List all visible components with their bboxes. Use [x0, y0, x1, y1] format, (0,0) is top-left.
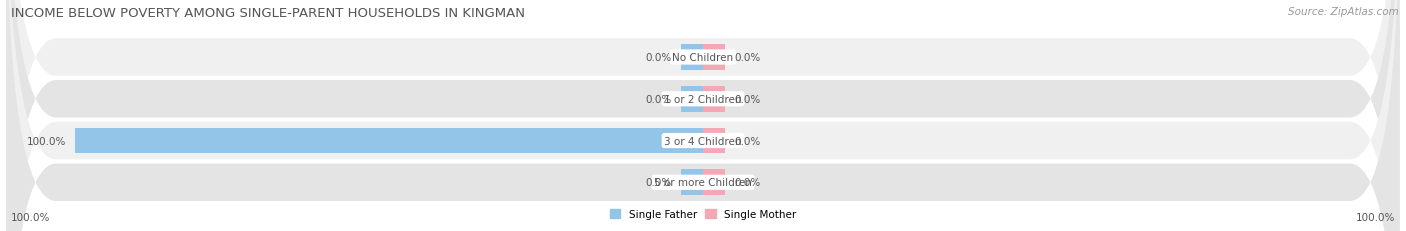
Text: 5 or more Children: 5 or more Children [654, 177, 752, 188]
Bar [681, 45, 703, 71]
Text: 1 or 2 Children: 1 or 2 Children [664, 94, 742, 104]
Text: INCOME BELOW POVERTY AMONG SINGLE-PARENT HOUSEHOLDS IN KINGMAN: INCOME BELOW POVERTY AMONG SINGLE-PARENT… [11, 7, 526, 20]
Text: 0.0%: 0.0% [734, 94, 761, 104]
Text: 100.0%: 100.0% [1355, 212, 1395, 222]
Text: 0.0%: 0.0% [734, 136, 761, 146]
FancyBboxPatch shape [6, 0, 1400, 231]
Bar [703, 128, 725, 154]
Text: 0.0%: 0.0% [645, 177, 672, 188]
Legend: Single Father, Single Mother: Single Father, Single Mother [606, 205, 800, 224]
Text: 0.0%: 0.0% [645, 94, 672, 104]
Bar [703, 86, 725, 112]
Text: 0.0%: 0.0% [645, 53, 672, 63]
Bar [76, 128, 703, 154]
Text: No Children: No Children [672, 53, 734, 63]
Bar [681, 170, 703, 195]
Text: 100.0%: 100.0% [11, 212, 51, 222]
Text: 0.0%: 0.0% [734, 177, 761, 188]
Text: 100.0%: 100.0% [27, 136, 66, 146]
Text: 0.0%: 0.0% [734, 53, 761, 63]
Bar [681, 86, 703, 112]
FancyBboxPatch shape [6, 0, 1400, 231]
FancyBboxPatch shape [6, 0, 1400, 231]
Bar [703, 170, 725, 195]
Text: Source: ZipAtlas.com: Source: ZipAtlas.com [1288, 7, 1399, 17]
Text: 3 or 4 Children: 3 or 4 Children [664, 136, 742, 146]
FancyBboxPatch shape [6, 0, 1400, 231]
Bar [703, 45, 725, 71]
